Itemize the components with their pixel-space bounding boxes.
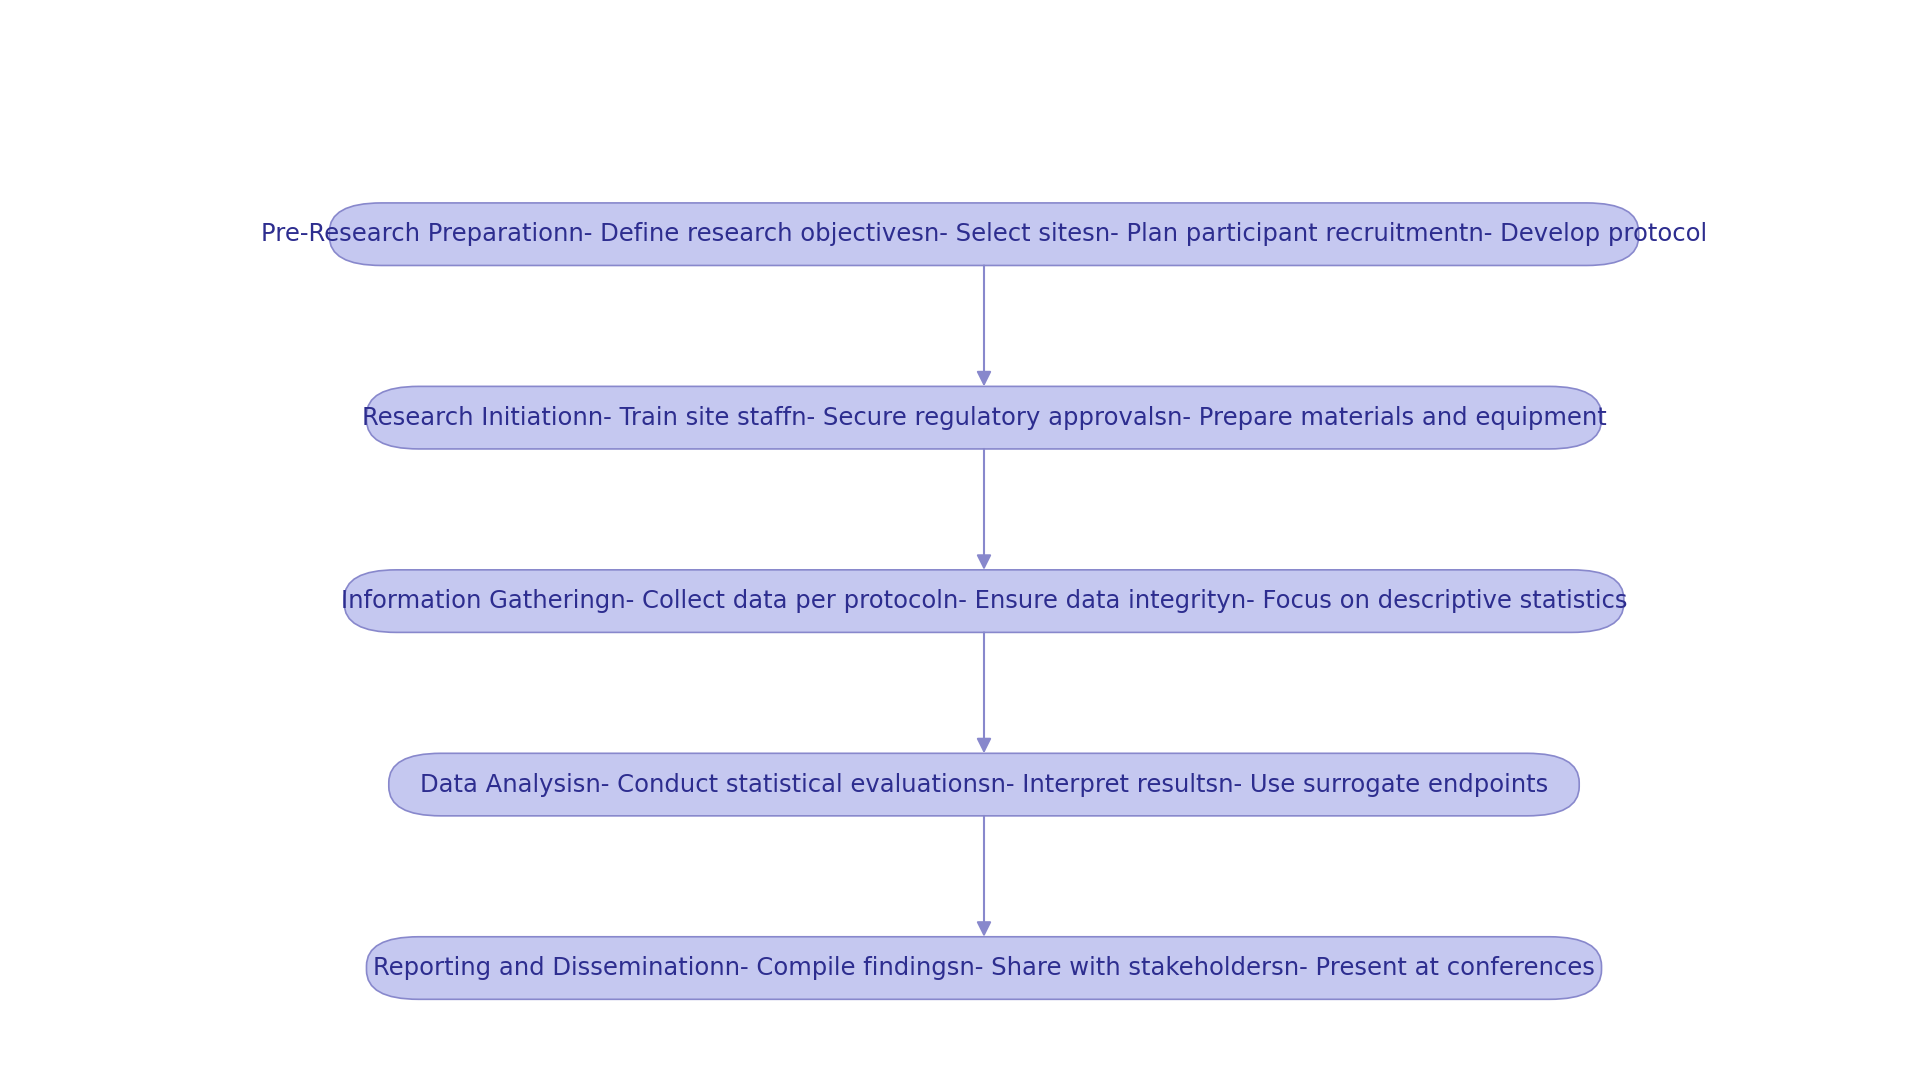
Text: Research Initiationn- Train site staffn- Secure regulatory approvalsn- Prepare m: Research Initiationn- Train site staffn-… [361, 406, 1607, 430]
FancyBboxPatch shape [344, 570, 1624, 632]
FancyBboxPatch shape [367, 937, 1601, 1000]
Text: Information Gatheringn- Collect data per protocoln- Ensure data integrityn- Focu: Information Gatheringn- Collect data per… [340, 589, 1628, 613]
Text: Reporting and Disseminationn- Compile findingsn- Share with stakeholdersn- Prese: Reporting and Disseminationn- Compile fi… [372, 956, 1596, 980]
FancyBboxPatch shape [330, 203, 1640, 265]
Text: Data Analysisn- Conduct statistical evaluationsn- Interpret resultsn- Use surrog: Data Analysisn- Conduct statistical eval… [420, 772, 1548, 797]
Text: Pre-Research Preparationn- Define research objectivesn- Select sitesn- Plan part: Pre-Research Preparationn- Define resear… [261, 222, 1707, 246]
FancyBboxPatch shape [367, 387, 1601, 449]
FancyBboxPatch shape [388, 754, 1578, 815]
